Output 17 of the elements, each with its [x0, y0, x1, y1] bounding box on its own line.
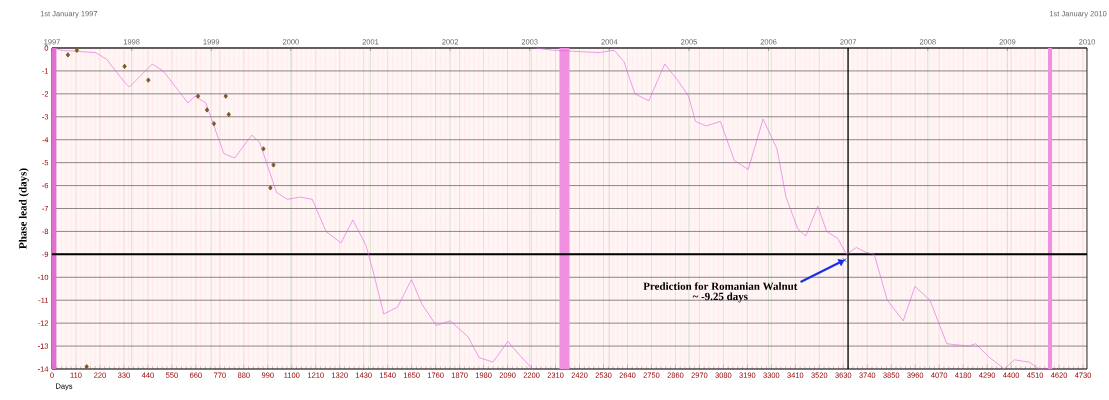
- point: [204, 107, 210, 113]
- point: [84, 364, 89, 370]
- y-axis-title: Phase lead (days): [18, 168, 29, 249]
- point: [842, 258, 847, 263]
- annotation: Prediction for Romanian Walnut: [643, 282, 798, 291]
- point: [65, 52, 71, 58]
- point: [146, 77, 151, 83]
- point: [211, 120, 217, 127]
- annotation: ~ -9.25 days: [692, 292, 748, 303]
- point: [122, 63, 127, 70]
- point: [195, 93, 201, 99]
- point: [261, 146, 266, 152]
- point: [271, 162, 276, 168]
- point: [268, 185, 273, 191]
- point: [226, 111, 231, 118]
- point: [74, 47, 79, 53]
- point: [223, 93, 228, 99]
